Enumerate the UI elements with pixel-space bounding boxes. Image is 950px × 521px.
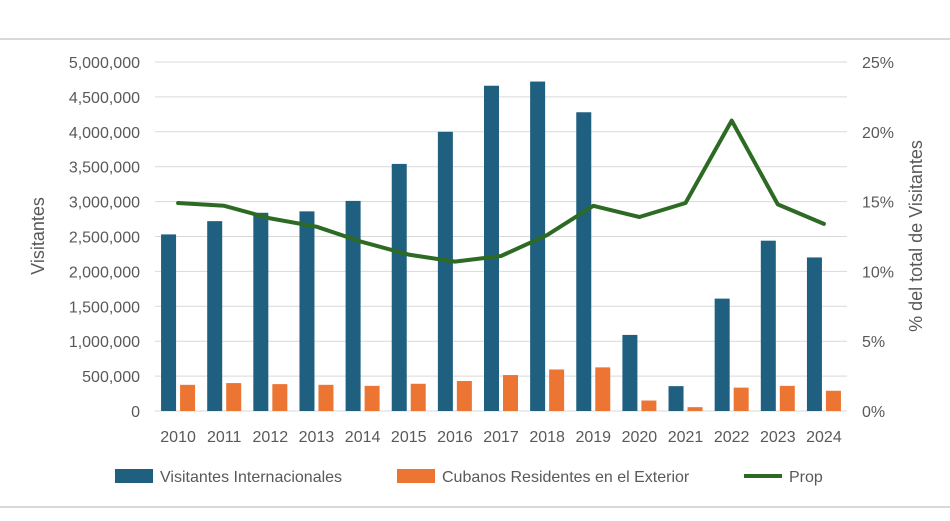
bar-cubanos-residentes — [226, 383, 242, 411]
bar-cubanos-residentes — [456, 380, 472, 411]
x-tick-label: 2010 — [160, 429, 196, 446]
bar-cubanos-residentes — [410, 383, 426, 411]
bar-visitantes-internacionales — [345, 200, 361, 411]
legend-label-cubanos: Cubanos Residentes en el Exterior — [442, 469, 690, 486]
y2-tick-label: 20% — [862, 125, 894, 142]
x-tick-label: 2023 — [760, 429, 796, 446]
y-tick-label: 1,000,000 — [69, 334, 140, 351]
bar-visitantes-internacionales — [530, 81, 546, 411]
y2-tick-label: 0% — [862, 404, 885, 421]
bar-cubanos-residentes — [641, 400, 657, 411]
bar-cubanos-residentes — [272, 384, 288, 411]
bar-cubanos-residentes — [364, 385, 380, 411]
y-tick-label: 4,500,000 — [69, 90, 140, 107]
bar-visitantes-internacionales — [253, 212, 269, 411]
y-tick-label: 5,000,000 — [69, 55, 140, 72]
legend-label-prop: Prop — [789, 469, 823, 486]
y-tick-label: 0 — [131, 404, 140, 421]
bar-visitantes-internacionales — [299, 211, 315, 411]
bar-visitantes-internacionales — [437, 131, 453, 412]
bar-visitantes-internacionales — [806, 257, 822, 411]
bar-cubanos-residentes — [318, 384, 334, 411]
y-tick-label: 2,500,000 — [69, 230, 140, 247]
x-axis-ticks: 2010 2011 2012 2013 2014 2015 2016 2017 2018 2019… — [160, 429, 842, 446]
y2-tick-label: 10% — [862, 264, 894, 281]
legend-label-visitantes: Visitantes Internacionales — [160, 469, 342, 486]
y-tick-label: 3,000,000 — [69, 195, 140, 212]
y2-axis-ticks: 0% 5% 10% 15% 20% 25% — [862, 55, 894, 421]
y-tick-label: 2,000,000 — [69, 264, 140, 281]
x-tick-label: 2021 — [668, 429, 704, 446]
x-tick-label: 2013 — [299, 429, 335, 446]
y2-tick-label: 15% — [862, 195, 894, 212]
top-divider — [0, 38, 950, 40]
bar-visitantes-internacionales — [714, 298, 730, 411]
bar-cubanos-residentes — [549, 369, 565, 411]
line-prop — [176, 118, 826, 264]
bar-visitantes-internacionales — [760, 240, 776, 411]
x-tick-label: 2016 — [437, 429, 473, 446]
x-tick-label: 2015 — [391, 429, 427, 446]
bottom-divider — [0, 506, 950, 508]
bar-visitantes-internacionales — [576, 112, 592, 412]
bars-layer — [161, 81, 841, 412]
x-tick-label: 2014 — [345, 429, 381, 446]
gridlines — [155, 61, 847, 412]
x-tick-label: 2022 — [714, 429, 750, 446]
bar-cubanos-residentes — [825, 390, 841, 411]
y-tick-label: 4,000,000 — [69, 125, 140, 142]
bar-cubanos-residentes — [180, 384, 196, 411]
x-tick-label: 2012 — [253, 429, 289, 446]
bar-cubanos-residentes — [779, 385, 795, 411]
bar-visitantes-internacionales — [484, 85, 499, 412]
x-tick-label: 2017 — [483, 429, 519, 446]
y-tick-label: 1,500,000 — [69, 299, 140, 316]
y-tick-label: 3,500,000 — [69, 160, 140, 177]
bar-visitantes-internacionales — [207, 221, 223, 411]
bar-cubanos-residentes — [687, 407, 703, 411]
bar-visitantes-internacionales — [391, 163, 407, 411]
y-axis-ticks: 0 500,000 1,000,000 1,500,000 2,000,000 2,500… — [69, 55, 140, 421]
x-tick-label: 2019 — [575, 429, 611, 446]
x-tick-label: 2020 — [622, 429, 658, 446]
y2-axis-title: % del total de Visitantes — [906, 140, 926, 332]
x-tick-label: 2018 — [529, 429, 565, 446]
bar-cubanos-residentes — [595, 367, 611, 411]
bar-cubanos-residentes — [503, 375, 518, 411]
y2-tick-label: 25% — [862, 55, 894, 72]
legend-swatch-cubanos — [397, 469, 435, 483]
x-tick-label: 2011 — [207, 429, 242, 446]
legend-swatch-visitantes — [115, 469, 153, 483]
y-axis-title: Visitantes — [28, 197, 48, 275]
bar-cubanos-residentes — [733, 387, 749, 411]
legend: Visitantes Internacionales Cubanos Resid… — [115, 469, 823, 486]
bar-visitantes-internacionales — [668, 386, 684, 411]
line-layer — [176, 118, 826, 264]
bar-visitantes-internacionales — [622, 334, 638, 411]
bar-visitantes-internacionales — [161, 234, 177, 411]
y-tick-label: 500,000 — [82, 369, 140, 386]
y2-tick-label: 5% — [862, 334, 885, 351]
x-tick-label: 2024 — [806, 429, 842, 446]
